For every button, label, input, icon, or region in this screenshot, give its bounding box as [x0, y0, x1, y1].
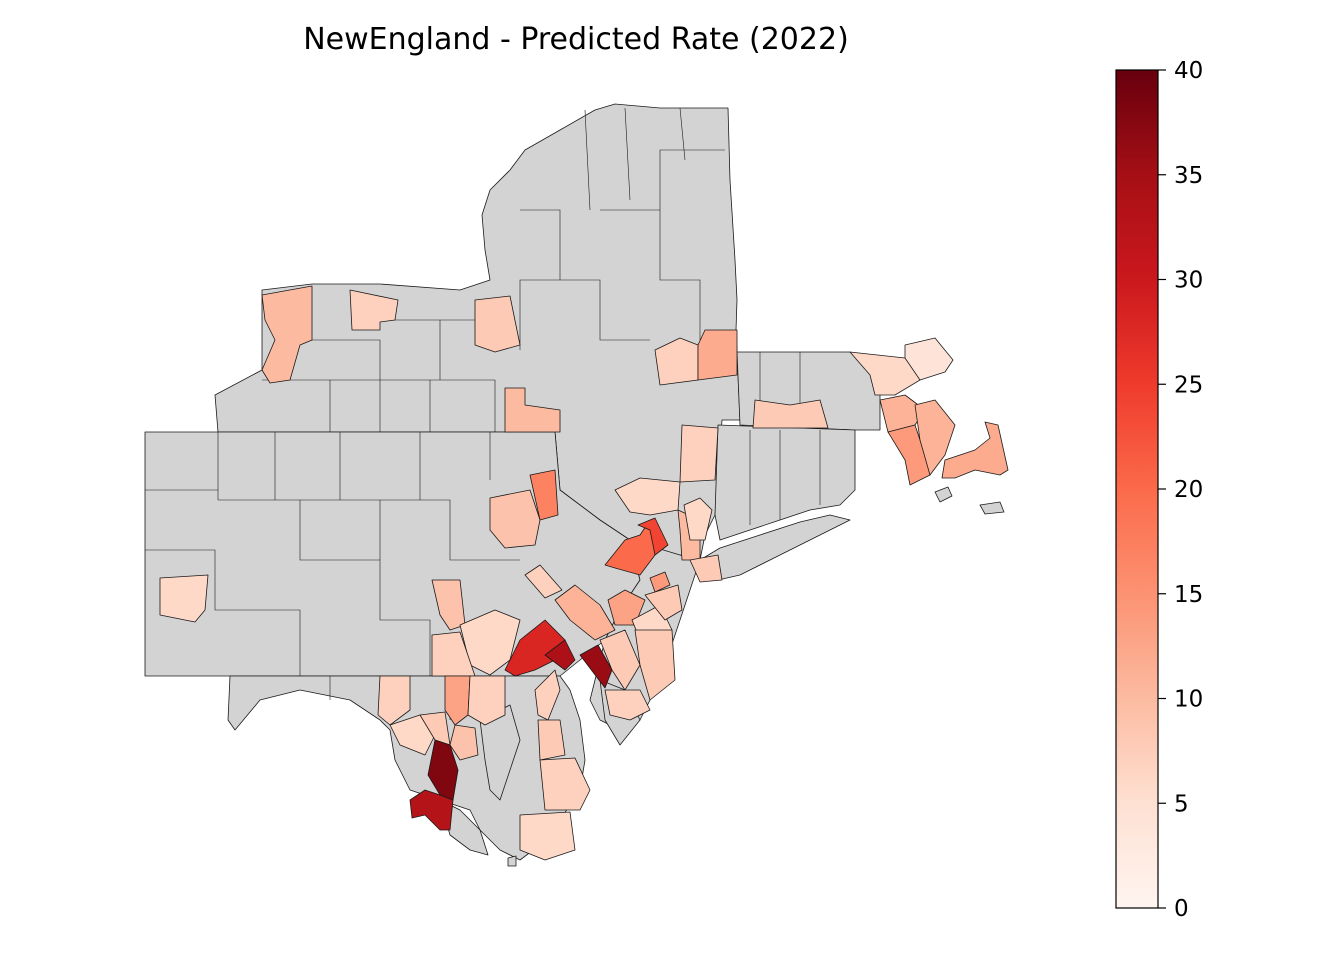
county-de-sussex: [539, 757, 591, 811]
county-pa-delaware: [544, 639, 576, 671]
colorbar-tick-label: 0: [1174, 896, 1189, 922]
county-ny-broome: [504, 387, 561, 433]
colorbar-tick-label: 20: [1174, 477, 1203, 503]
colorbar-tick-label: 25: [1174, 372, 1203, 398]
county-nj-ocean: [634, 629, 676, 701]
county-md-harford: [467, 675, 506, 726]
county-nj-atlantic: [604, 689, 651, 721]
county-ny-monroe: [349, 289, 399, 331]
county-nj-burlington: [599, 629, 641, 691]
county-pa-lackawanna: [529, 469, 559, 521]
colorbar: 0 5 10 15 20 25 30 35 40: [1115, 58, 1203, 922]
county-ny-queens: [689, 554, 723, 583]
county-ma-barnstable: [941, 421, 1009, 479]
county-ma-worcester: [752, 399, 829, 429]
colorbar-ticks: 0 5 10 15 20 25 30 35 40: [1158, 58, 1203, 922]
map-title: NewEngland - Predicted Rate (2022): [303, 22, 849, 57]
county-md-frederick: [377, 675, 411, 726]
colorbar-tick-label: 35: [1174, 163, 1203, 189]
md-shore-base: [479, 704, 521, 801]
colorbar-tick-label: 15: [1174, 582, 1203, 608]
county-md-worcester: [519, 811, 576, 861]
county-md-baltimore: [444, 675, 471, 726]
county-ny-erie: [261, 285, 313, 384]
county-md-howard: [449, 724, 479, 761]
county-pa-berks: [554, 584, 616, 641]
county-md-prince-georges: [409, 789, 454, 831]
county-pa-dauphin: [431, 579, 466, 631]
county-de-new-castle: [534, 669, 561, 721]
county-pa-lehigh: [524, 564, 563, 599]
county-nj-union: [649, 571, 671, 593]
data-counties: [159, 285, 1009, 861]
base-land: [144, 103, 1005, 867]
long-island-base: [699, 514, 851, 581]
colorbar-tick-label: 10: [1174, 687, 1203, 713]
county-ny-rensselaer: [697, 329, 738, 381]
county-ny-westchester: [683, 497, 713, 541]
county-nj-bergen: [637, 517, 669, 556]
county-de-kent: [537, 719, 566, 761]
county-nj-monmouth: [644, 584, 683, 621]
county-pa-bucks: [607, 589, 646, 626]
colorbar-bar: [1115, 69, 1159, 909]
county-ny-dutchess: [679, 424, 719, 483]
colorbar-tick-label: 40: [1174, 58, 1203, 84]
county-md-montgomery: [389, 714, 436, 756]
county-pa-cambria: [159, 574, 209, 623]
county-ny-onondaga: [474, 295, 521, 353]
nantucket-bits: [507, 855, 517, 867]
county-pa-luzerne: [489, 489, 541, 549]
county-ma-plymouth: [914, 399, 956, 476]
ri-island-2: [979, 501, 1005, 515]
colorbar-tick-label: 5: [1174, 791, 1189, 817]
colorbar-tick-label: 30: [1174, 268, 1203, 294]
county-ma-essex: [849, 351, 921, 396]
ri-island-1: [934, 486, 953, 503]
